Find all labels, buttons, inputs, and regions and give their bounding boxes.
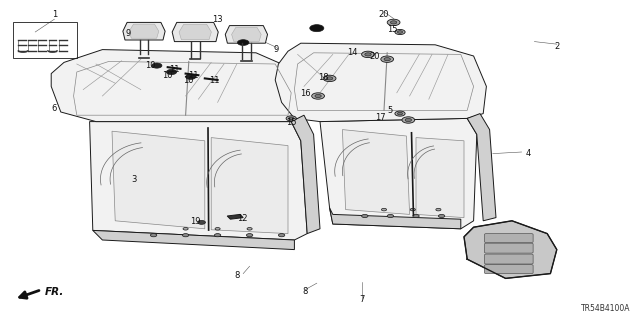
Text: 15: 15 <box>287 118 297 127</box>
Text: 5: 5 <box>388 106 393 115</box>
Polygon shape <box>416 138 464 218</box>
Text: 3: 3 <box>132 175 137 184</box>
Circle shape <box>247 228 252 230</box>
Circle shape <box>198 220 205 224</box>
Polygon shape <box>227 214 243 219</box>
Text: 16: 16 <box>300 89 310 98</box>
Circle shape <box>182 234 189 237</box>
Circle shape <box>397 31 403 33</box>
Polygon shape <box>320 118 477 229</box>
Circle shape <box>384 58 390 61</box>
Circle shape <box>323 75 336 82</box>
Circle shape <box>397 112 403 115</box>
Polygon shape <box>112 131 205 229</box>
Circle shape <box>438 214 445 218</box>
Circle shape <box>183 228 188 230</box>
Polygon shape <box>172 22 218 42</box>
Circle shape <box>246 234 253 237</box>
Polygon shape <box>123 22 165 40</box>
Text: 9: 9 <box>274 45 279 54</box>
Circle shape <box>436 208 441 211</box>
Text: 12: 12 <box>237 214 247 223</box>
Circle shape <box>365 53 371 56</box>
Circle shape <box>237 40 249 45</box>
Circle shape <box>214 234 221 237</box>
Circle shape <box>278 234 285 237</box>
Circle shape <box>312 93 324 99</box>
Text: 6: 6 <box>52 104 57 113</box>
Polygon shape <box>232 28 261 42</box>
Text: 10: 10 <box>145 61 156 70</box>
Text: 20: 20 <box>369 52 380 61</box>
Circle shape <box>387 19 400 26</box>
Text: 20: 20 <box>379 10 389 19</box>
Circle shape <box>362 51 374 58</box>
FancyBboxPatch shape <box>484 254 533 264</box>
Circle shape <box>166 69 177 75</box>
Polygon shape <box>342 130 410 214</box>
Text: 9: 9 <box>125 29 131 38</box>
Polygon shape <box>225 26 268 43</box>
Bar <box>13 22 77 58</box>
Circle shape <box>152 63 162 68</box>
Text: 15: 15 <box>387 25 397 34</box>
Text: 11: 11 <box>169 65 179 74</box>
Polygon shape <box>93 230 294 250</box>
Text: 2: 2 <box>554 42 559 51</box>
Text: 19: 19 <box>190 217 200 226</box>
Text: 13: 13 <box>212 15 223 24</box>
Polygon shape <box>90 122 307 240</box>
Circle shape <box>310 25 324 32</box>
Text: 4: 4 <box>525 149 531 158</box>
FancyBboxPatch shape <box>484 265 533 274</box>
Text: 17: 17 <box>376 113 386 122</box>
Polygon shape <box>467 114 496 221</box>
Circle shape <box>150 234 157 237</box>
Polygon shape <box>464 221 557 278</box>
Text: 10: 10 <box>163 71 173 80</box>
Text: FR.: FR. <box>45 287 64 297</box>
Polygon shape <box>330 208 461 229</box>
Circle shape <box>402 117 415 123</box>
Circle shape <box>315 94 321 98</box>
Polygon shape <box>211 138 288 234</box>
Text: 11: 11 <box>188 71 198 80</box>
Circle shape <box>215 228 220 230</box>
Polygon shape <box>179 24 211 40</box>
Text: 10: 10 <box>184 76 194 85</box>
Circle shape <box>286 116 296 121</box>
Circle shape <box>362 214 368 218</box>
Text: 7: 7 <box>359 295 364 304</box>
Text: 14: 14 <box>347 48 357 57</box>
Text: 18: 18 <box>318 73 328 82</box>
Polygon shape <box>275 43 486 122</box>
Circle shape <box>381 208 387 211</box>
Circle shape <box>186 74 196 79</box>
Text: 11: 11 <box>209 76 220 85</box>
FancyBboxPatch shape <box>484 234 533 243</box>
Circle shape <box>405 118 412 122</box>
Circle shape <box>326 77 333 80</box>
Text: 1: 1 <box>52 10 57 19</box>
Circle shape <box>413 214 419 218</box>
Text: 8: 8 <box>303 287 308 296</box>
Text: TR54B4100A: TR54B4100A <box>581 304 630 313</box>
FancyBboxPatch shape <box>484 243 533 253</box>
Circle shape <box>395 29 405 35</box>
Circle shape <box>410 208 415 211</box>
Circle shape <box>390 21 397 24</box>
Polygon shape <box>291 115 320 234</box>
Circle shape <box>289 117 294 120</box>
Circle shape <box>381 56 394 62</box>
Circle shape <box>387 214 394 218</box>
Polygon shape <box>51 50 304 122</box>
Text: 8: 8 <box>234 271 239 280</box>
Polygon shape <box>129 24 159 38</box>
Circle shape <box>395 111 405 116</box>
